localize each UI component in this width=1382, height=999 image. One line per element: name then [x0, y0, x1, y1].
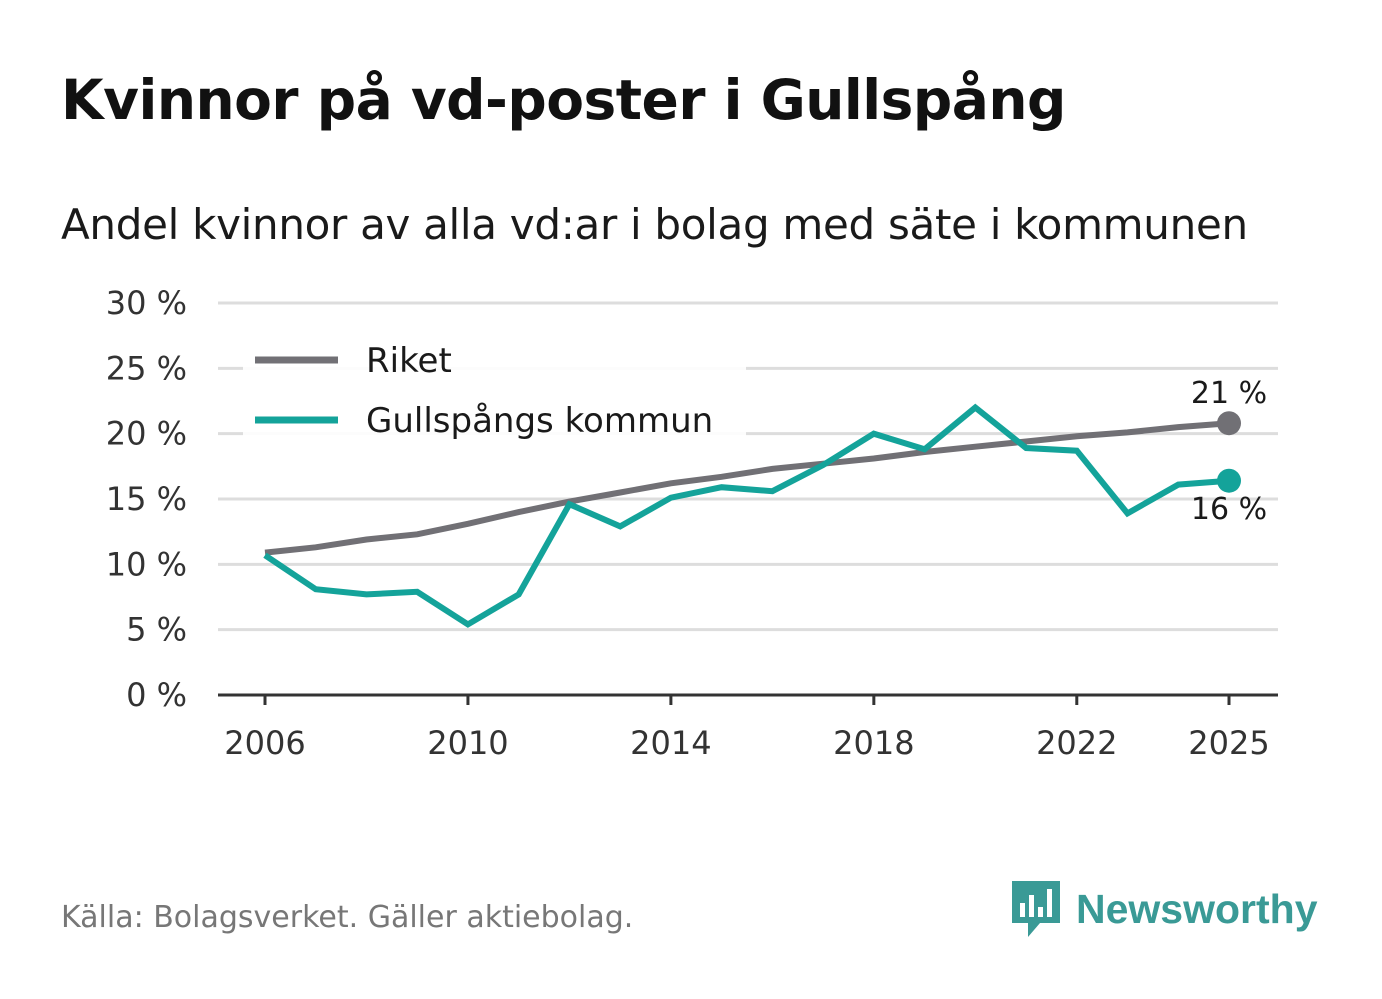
legend-label-kommun: Gullspångs kommun	[366, 401, 713, 441]
x-tick-label: 2010	[427, 724, 508, 762]
series-line-riket	[264, 420, 1230, 556]
x-axis: 2006 2010 2014 2018 2022 2025	[218, 693, 1278, 762]
chart-subtitle: Andel kvinnor av alla vd:ar i bolag med …	[61, 200, 1248, 249]
line-chart: 0 %5 %10 %15 %20 %25 %30 % 2006 2010 2014 2…	[106, 284, 1278, 762]
series-line-kommun	[263, 403, 1230, 628]
source-note: Källa: Bolagsverket. Gäller aktiebolag.	[61, 900, 634, 935]
end-labels: 21 % 16 %	[1191, 376, 1267, 527]
end-point-kommun	[1217, 468, 1241, 493]
legend-background	[243, 336, 746, 442]
x-tick-label: 2014	[630, 724, 711, 762]
x-tick-label: 2006	[224, 724, 305, 762]
chart-title: Kvinnor på vd-poster i Gullspång	[61, 68, 1066, 132]
end-label-kommun: 16 %	[1191, 492, 1267, 527]
y-tick-label: 5 %	[126, 611, 187, 649]
newsworthy-logo-icon	[1012, 881, 1060, 937]
series-lines	[263, 403, 1230, 628]
legend: Riket Gullspångs kommun	[243, 336, 746, 442]
end-label-riket: 21 %	[1191, 376, 1267, 411]
x-tick-label: 2025	[1188, 724, 1269, 762]
y-tick-label: 20 %	[106, 415, 187, 453]
newsworthy-brand[interactable]: Newsworthy	[1010, 878, 1318, 940]
end-points	[1217, 411, 1241, 493]
y-tick-label: 25 %	[106, 349, 187, 387]
brand-name: Newsworthy	[1076, 885, 1318, 932]
legend-label-riket: Riket	[366, 341, 452, 381]
x-tick-label: 2022	[1036, 724, 1117, 762]
y-tick-label: 30 %	[106, 284, 187, 322]
y-axis-tick-labels: 0 % 5 % 10 % 15 % 20 % 25 % 30 %	[106, 284, 187, 714]
y-tick-label: 10 %	[106, 545, 187, 583]
y-tick-label: 15 %	[106, 480, 187, 518]
x-tick-label: 2018	[833, 724, 914, 762]
y-tick-label: 0 %	[126, 676, 187, 714]
end-point-riket	[1217, 411, 1241, 436]
